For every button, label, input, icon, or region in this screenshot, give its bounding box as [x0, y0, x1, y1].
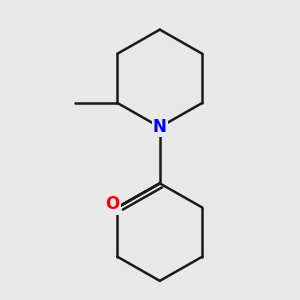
- Text: N: N: [153, 118, 167, 136]
- Text: O: O: [105, 195, 119, 213]
